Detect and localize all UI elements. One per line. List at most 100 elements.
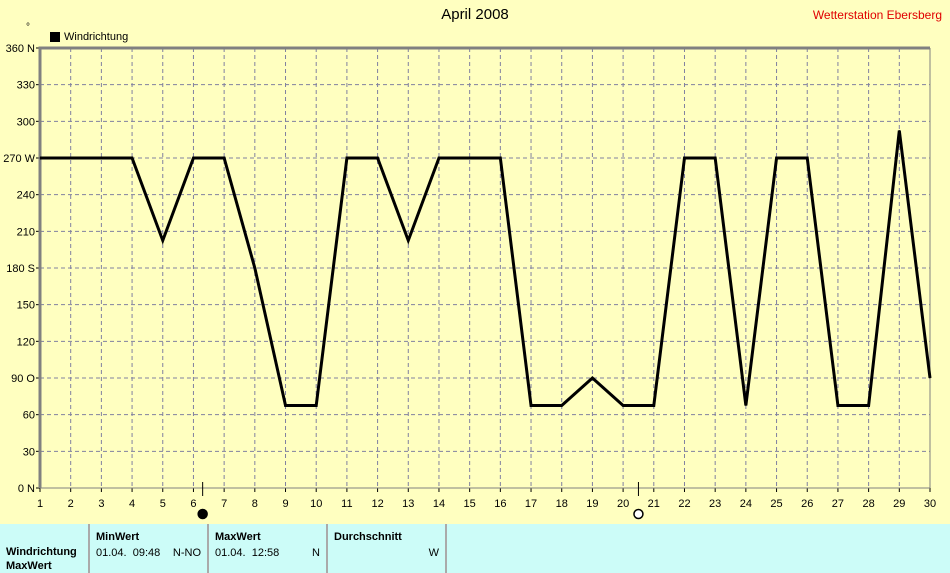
x-tick-label: 2 (68, 498, 74, 510)
y-tick-label: 150 (17, 300, 35, 312)
x-tick-label: 7 (221, 498, 227, 510)
min-header: MinWert (96, 531, 140, 543)
data-point (162, 240, 164, 241)
data-point (39, 157, 41, 159)
new-moon-icon (197, 508, 208, 520)
x-tick-label: 13 (402, 498, 414, 510)
y-tick-label: 330 (17, 80, 35, 92)
avg-header: Durchschnitt (334, 531, 402, 543)
x-tick-label: 14 (433, 498, 445, 510)
data-point (714, 157, 716, 159)
data-point (653, 405, 655, 406)
x-tick-label: 28 (862, 498, 874, 510)
x-tick-label: 23 (709, 498, 721, 510)
data-point (683, 157, 685, 159)
data-point (131, 157, 133, 159)
data-point (868, 405, 870, 406)
x-tick-label: 8 (252, 498, 258, 510)
data-point (530, 405, 532, 406)
data-point (315, 405, 317, 406)
max-date: 01.04. (215, 547, 246, 559)
y-tick-label: 240 (17, 190, 35, 202)
row-label-text: Windrichtung (6, 546, 77, 558)
stats-table: Windrichtung MaxWert MinWert 01.04. 09:48 N… (0, 524, 950, 573)
next-row-label: MaxWert (6, 560, 52, 572)
data-point (929, 377, 931, 379)
unit-symbol: ° (26, 22, 30, 33)
max-value: N (312, 547, 320, 559)
min-time: 09:48 (132, 547, 161, 559)
data-point (254, 267, 256, 269)
y-tick-label: 90 O (11, 373, 35, 385)
y-tick-label: 60 (23, 410, 35, 422)
legend: Windrichtung (50, 31, 128, 43)
x-tick-label: 19 (586, 498, 598, 510)
data-point (407, 240, 409, 241)
data-point (776, 157, 778, 159)
x-tick-label: 9 (282, 498, 288, 510)
y-tick-label: 210 (17, 226, 35, 238)
data-point (346, 157, 348, 159)
legend-label: Windrichtung (64, 31, 129, 43)
x-tick-label: 18 (556, 498, 568, 510)
x-tick-label: 15 (464, 498, 476, 510)
x-tick-label: 22 (678, 498, 690, 510)
x-tick-label: 26 (801, 498, 813, 510)
x-tick-label: 10 (310, 498, 322, 510)
x-tick-label: 25 (770, 498, 782, 510)
chart-title: April 2008 (441, 6, 509, 23)
x-tick-label: 20 (617, 498, 629, 510)
series-line (40, 130, 932, 407)
x-tick-label: 27 (832, 498, 844, 510)
x-tick-label: 4 (129, 498, 135, 510)
data-point (285, 405, 287, 406)
empty-cell (446, 524, 950, 573)
y-tick-label: 270 W (3, 153, 35, 165)
y-tick-label: 300 (17, 116, 35, 128)
y-tick-label: 180 S (6, 263, 35, 275)
data-point (745, 405, 747, 406)
full-moon-icon (633, 508, 644, 520)
data-point (223, 157, 225, 159)
max-time: 12:58 (251, 547, 280, 559)
x-tick-label: 24 (740, 498, 752, 510)
min-cell: MinWert 01.04. 09:48 N-NO (89, 524, 209, 573)
data-point (438, 157, 440, 159)
data-point (591, 377, 593, 379)
x-tick-label: 17 (525, 498, 537, 510)
avg-cell: Durchschnitt W (327, 524, 447, 573)
data-point (499, 157, 501, 159)
data-point (469, 157, 471, 159)
y-tick-label: 360 N (6, 43, 35, 55)
chart: 1 2 3 4 5 6 7 8 9 10 11 12 13 14 15 16 17 18 19 20 21 22 23 24 2… (3, 43, 936, 520)
data-point (806, 157, 808, 159)
min-value: N-NO (172, 547, 201, 559)
data-point (837, 405, 839, 406)
x-tick-label: 30 (924, 498, 936, 510)
x-tick-label: 21 (648, 498, 660, 510)
legend-swatch (50, 32, 60, 42)
data-point (70, 157, 72, 159)
x-tick-label: 29 (893, 498, 905, 510)
data-point (100, 157, 102, 159)
x-tick-label: 16 (494, 498, 506, 510)
x-tick-label: 3 (98, 498, 104, 510)
x-tick-label: 12 (371, 498, 383, 510)
station-name: Wetterstation Ebersberg (812, 8, 942, 22)
data-point (622, 405, 624, 406)
data-point (192, 157, 194, 159)
row-label: Windrichtung MaxWert (0, 524, 90, 573)
y-tick-label: 30 (23, 446, 35, 458)
min-date: 01.04. (96, 547, 127, 559)
data-point (377, 157, 379, 159)
x-tick-label: 5 (160, 498, 166, 510)
x-tick-label: 6 (190, 498, 196, 510)
x-tick-label: 11 (341, 498, 352, 510)
data-point (561, 405, 563, 406)
max-cell: MaxWert 01.04. 12:58 N (208, 524, 328, 573)
x-tick-label: 1 (37, 498, 43, 510)
y-tick-label: 120 (17, 336, 35, 348)
plot-frame (38, 46, 930, 488)
data-point (898, 130, 900, 131)
max-header: MaxWert (215, 531, 261, 543)
